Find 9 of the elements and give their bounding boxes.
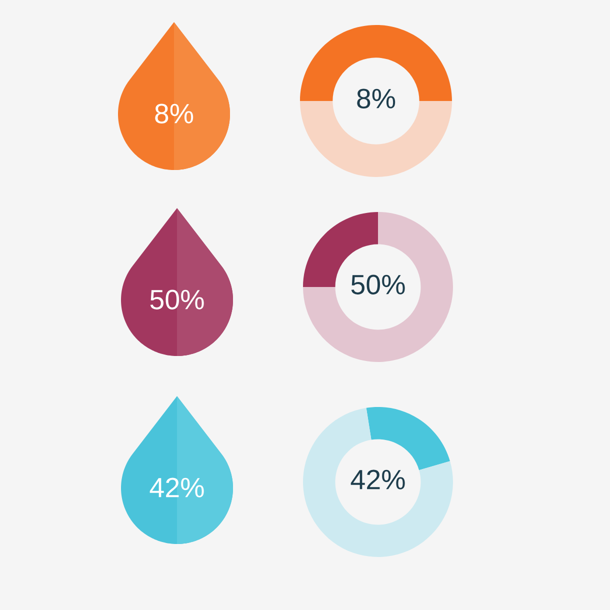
text: 50% — [351, 274, 405, 294]
text: 8% — [357, 88, 396, 108]
donut-slice — [303, 408, 453, 557]
text: 42% — [150, 478, 204, 498]
text: 8% — [155, 104, 194, 124]
donut-slice — [366, 407, 450, 470]
donut-slice — [303, 212, 453, 362]
text: 42% — [350, 470, 405, 490]
text: 50% — [150, 290, 204, 310]
